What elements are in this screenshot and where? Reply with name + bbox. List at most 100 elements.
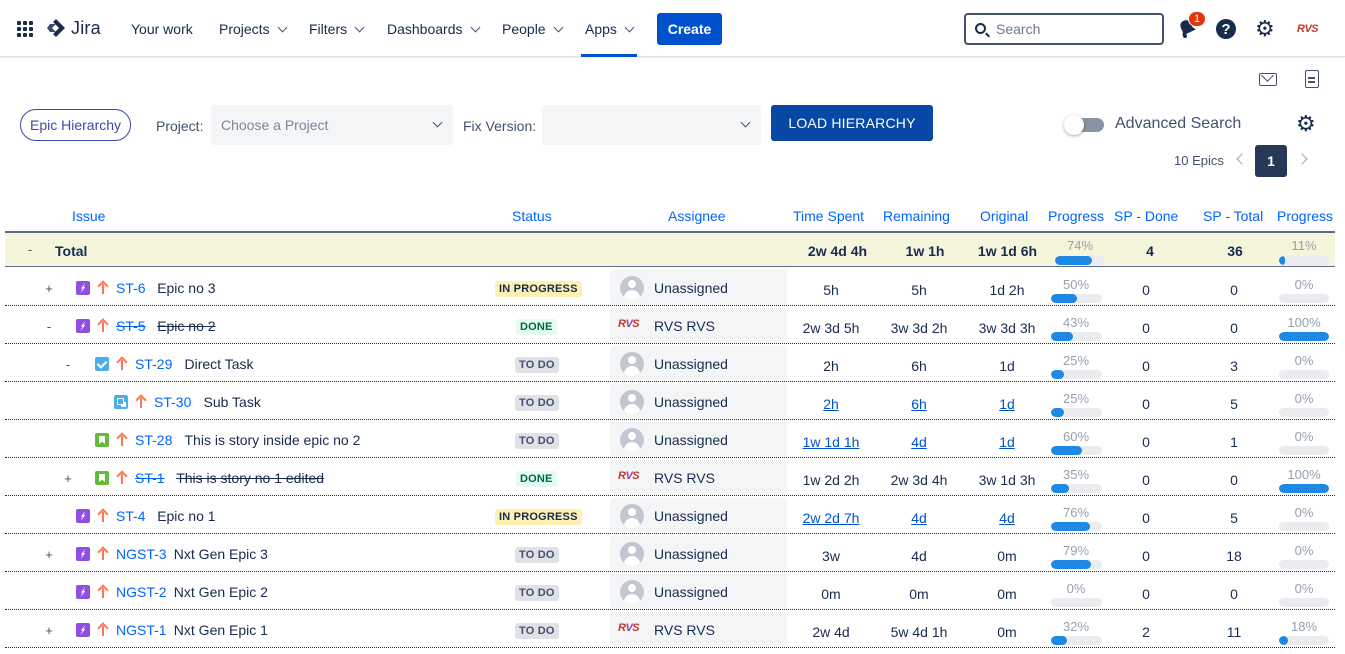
load-hierarchy-button[interactable]: LOAD HIERARCHY	[771, 105, 933, 141]
column-header-progress[interactable]: Progress	[1048, 208, 1105, 224]
issue-row: - ST-29 Direct Task TO DO Unassigned 2h 6h 1d 25…	[5, 344, 1335, 382]
assignee-select[interactable]: Unassigned	[610, 346, 787, 380]
issue-key-link[interactable]: ST-5	[116, 318, 146, 334]
settings-gear-icon[interactable]: ⚙	[1255, 16, 1275, 41]
nav-filters[interactable]: Filters	[309, 19, 365, 39]
expand-toggle[interactable]: -	[46, 319, 52, 334]
remaining-estimate[interactable]: 4d	[911, 510, 927, 526]
time-spent[interactable]: 2w 2d 7h	[802, 510, 860, 526]
user-avatar[interactable]: RVS	[1297, 23, 1319, 35]
progress-label: 50%	[1062, 277, 1090, 292]
time-spent[interactable]: 2h	[823, 396, 839, 412]
search-icon	[975, 23, 986, 34]
assignee-select[interactable]: R V S RVS RVS	[610, 460, 787, 494]
status-badge[interactable]: IN PROGRESS	[495, 281, 582, 297]
sp-progress-bar	[1279, 598, 1329, 607]
assignee-select[interactable]: R V S RVS RVS	[610, 612, 787, 646]
nav-dashboards[interactable]: Dashboards	[387, 19, 480, 39]
app-switcher-icon[interactable]	[17, 21, 33, 37]
expand-toggle[interactable]: +	[45, 623, 53, 638]
pager-next-chevron-icon[interactable]	[1296, 153, 1308, 165]
column-header-time-spent[interactable]: Time Spent	[793, 208, 865, 224]
nav-your-work[interactable]: Your work	[131, 19, 193, 39]
status-badge[interactable]: TO DO	[515, 433, 559, 449]
issue-key-link[interactable]: NGST-3	[116, 546, 167, 562]
pager-current-page[interactable]: 1	[1255, 145, 1287, 177]
create-button[interactable]: Create	[657, 13, 722, 45]
progress-label: 35%	[1062, 467, 1090, 482]
advanced-search-toggle[interactable]	[1064, 115, 1104, 135]
progress-label: 25%	[1062, 353, 1090, 368]
nav-people[interactable]: People	[502, 19, 564, 39]
project-select[interactable]: Choose a Project	[211, 105, 453, 145]
fix-version-select[interactable]	[542, 105, 761, 145]
assignee-name: Unassigned	[654, 584, 728, 600]
sp-progress-bar	[1279, 370, 1329, 379]
assignee-select[interactable]: Unassigned	[610, 536, 787, 570]
issue-key-link[interactable]: ST-28	[135, 432, 173, 448]
email-icon[interactable]	[1259, 73, 1277, 86]
assignee-select[interactable]: Unassigned	[610, 384, 787, 418]
notifications-icon[interactable]	[1177, 18, 1197, 40]
issue-key-link[interactable]: ST-6	[116, 280, 146, 296]
nav-active-indicator	[581, 54, 637, 57]
issue-key-link[interactable]: ST-1	[135, 470, 165, 486]
status-badge[interactable]: IN PROGRESS	[495, 509, 582, 525]
column-header-sp-done[interactable]: SP - Done	[1114, 208, 1179, 224]
remaining-estimate[interactable]: 4d	[911, 434, 927, 450]
advanced-search-label: Advanced Search	[1115, 115, 1242, 132]
assignee-select[interactable]: Unassigned	[610, 270, 787, 304]
expand-toggle[interactable]: +	[64, 471, 72, 486]
time-spent: 2w 3d 5h	[802, 320, 860, 336]
nav-apps-label: Apps	[585, 21, 617, 37]
status-badge[interactable]: TO DO	[515, 585, 559, 601]
jira-logo[interactable]: Jira	[46, 17, 101, 39]
issue-key-link[interactable]: ST-29	[135, 356, 173, 372]
column-header-sp-total[interactable]: SP - Total	[1203, 208, 1264, 224]
assignee-select[interactable]: R V S RVS RVS	[610, 308, 787, 342]
help-icon[interactable]: ?	[1216, 19, 1236, 39]
column-header-remaining[interactable]: Remaining	[883, 208, 950, 224]
remaining-estimate[interactable]: 6h	[911, 396, 927, 412]
assignee-select[interactable]: Unassigned	[610, 498, 787, 532]
nav-projects[interactable]: Projects	[219, 19, 288, 39]
status-badge[interactable]: DONE	[516, 319, 557, 335]
priority-high-icon	[116, 357, 128, 371]
expand-toggle[interactable]: +	[45, 547, 53, 562]
column-header-issue[interactable]: Issue	[72, 208, 106, 224]
time-spent[interactable]: 1w 1d 1h	[802, 434, 860, 450]
status-badge[interactable]: TO DO	[515, 623, 559, 639]
status-badge[interactable]: DONE	[516, 471, 557, 487]
epic-hierarchy-pill[interactable]: Epic Hierarchy	[20, 109, 131, 141]
issue-key-link[interactable]: ST-4	[116, 508, 146, 524]
assignee-select[interactable]: Unassigned	[610, 422, 787, 456]
column-header-sp-progress[interactable]: Progress	[1277, 208, 1334, 224]
status-badge[interactable]: TO DO	[515, 547, 559, 563]
expand-toggle[interactable]: +	[45, 281, 53, 296]
original-estimate[interactable]: 1d	[999, 434, 1015, 450]
original-estimate: 1d	[999, 358, 1015, 374]
issue-key-link[interactable]: NGST-2	[116, 584, 167, 600]
search-input[interactable]: Search	[964, 13, 1164, 45]
original-estimate[interactable]: 1d	[999, 396, 1015, 412]
column-header-original[interactable]: Original	[980, 208, 1029, 224]
jira-logo-text: Jira	[71, 17, 101, 38]
export-document-icon[interactable]	[1305, 70, 1319, 88]
sp-progress-bar	[1279, 636, 1329, 645]
column-header-status[interactable]: Status	[512, 208, 552, 224]
status-badge[interactable]: TO DO	[515, 357, 559, 373]
assignee-select[interactable]: Unassigned	[610, 574, 787, 608]
issue-key-link[interactable]: ST-30	[154, 394, 192, 410]
total-progress-fill	[1055, 256, 1092, 265]
original-estimate[interactable]: 4d	[999, 510, 1015, 526]
issue-key-link[interactable]: NGST-1	[116, 622, 167, 638]
collapse-toggle[interactable]: -	[27, 242, 33, 257]
expand-toggle[interactable]: -	[65, 357, 71, 372]
nav-apps[interactable]: Apps	[585, 19, 635, 39]
original-estimate: 0m	[997, 624, 1017, 640]
sp-done: 0	[1142, 320, 1150, 336]
pager-prev-chevron-icon[interactable]	[1236, 153, 1248, 165]
table-settings-gear-icon[interactable]: ⚙	[1296, 111, 1316, 136]
column-header-assignee[interactable]: Assignee	[668, 208, 726, 224]
status-badge[interactable]: TO DO	[515, 395, 559, 411]
